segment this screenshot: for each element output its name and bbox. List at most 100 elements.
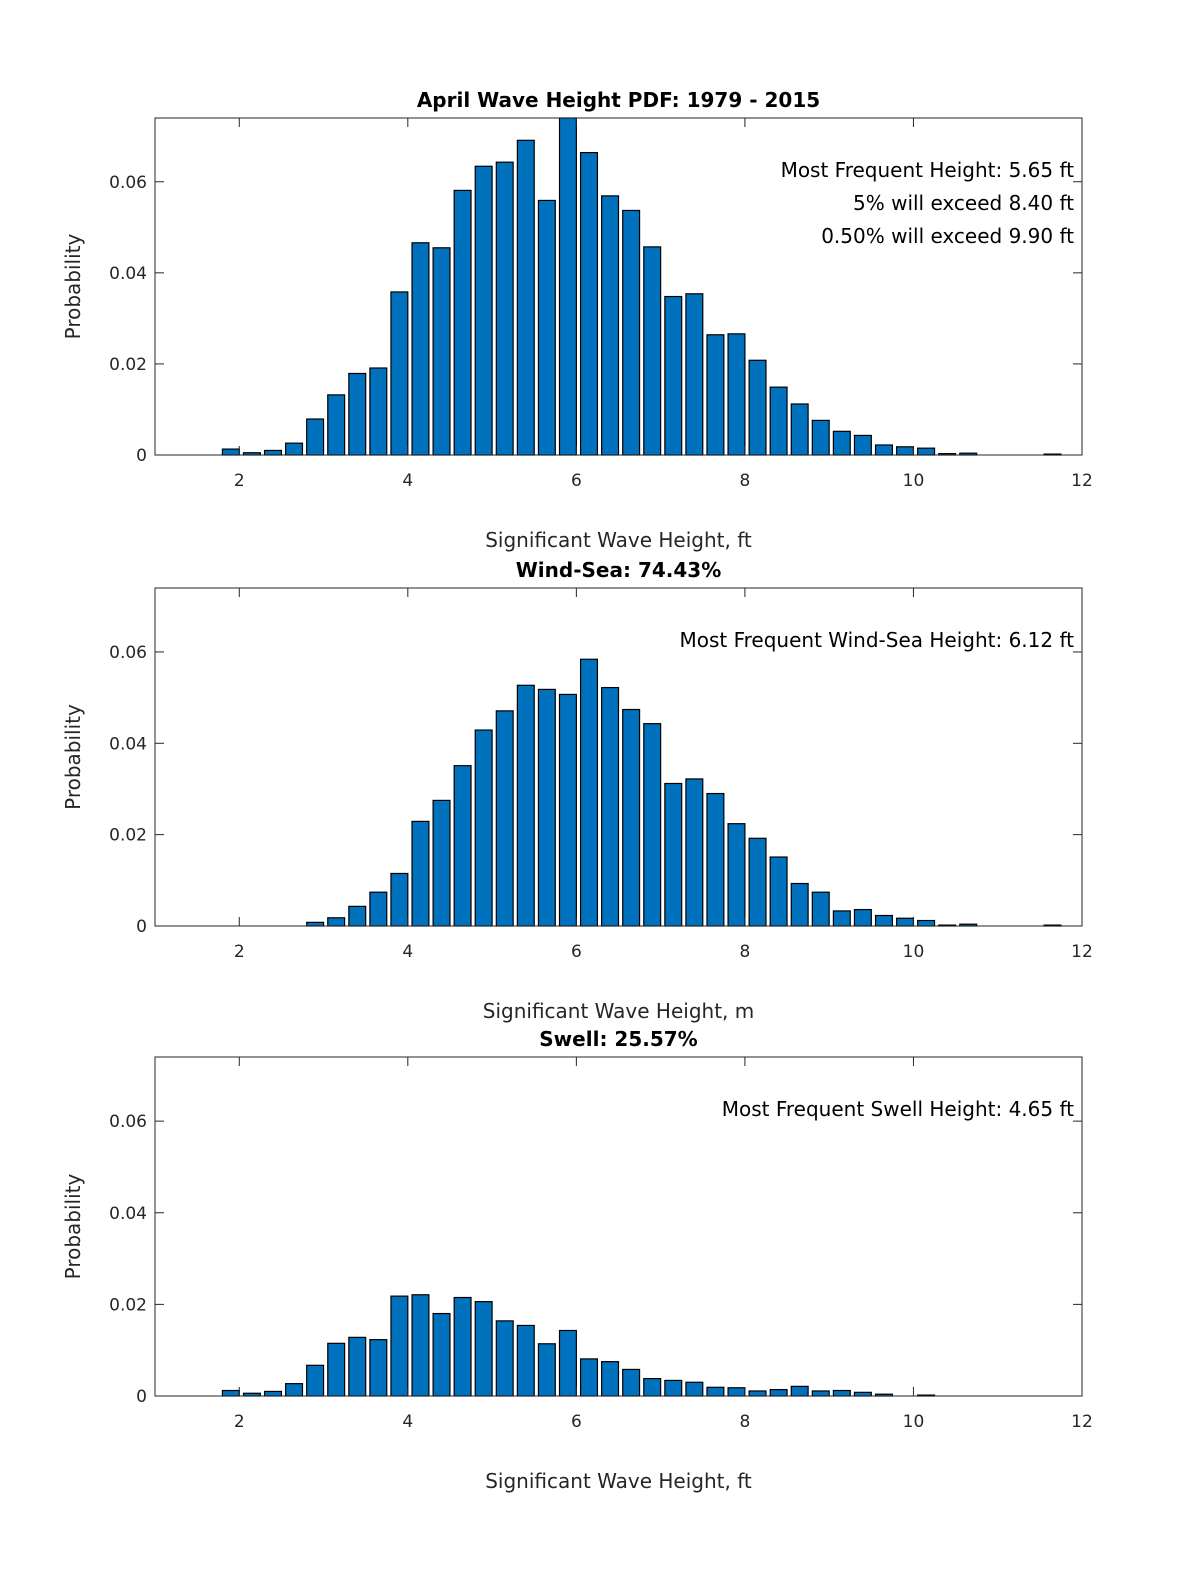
bar xyxy=(369,367,388,456)
bar xyxy=(579,658,599,927)
x-tick-label: 4 xyxy=(402,1412,413,1432)
y-tick-label: 0.06 xyxy=(109,643,147,663)
x-tick-label: 12 xyxy=(1071,1412,1093,1432)
bar xyxy=(432,1312,451,1397)
axes-box xyxy=(154,587,1083,927)
bar xyxy=(664,295,683,456)
bar xyxy=(622,1368,641,1397)
axes-box xyxy=(154,117,1083,456)
x-tick-label: 10 xyxy=(903,1412,925,1432)
x-tick-label: 12 xyxy=(1071,471,1093,491)
bar xyxy=(495,1320,514,1397)
chart-title: Wind-Sea: 74.43% xyxy=(516,558,722,582)
bar xyxy=(664,1379,683,1397)
bar xyxy=(537,688,556,927)
x-axis-label: Significant Wave Height, m xyxy=(483,999,754,1023)
bar xyxy=(832,910,851,927)
annotation: Most Frequent Height: 5.65 ft xyxy=(781,158,1075,182)
bar xyxy=(622,209,641,456)
x-tick-label: 10 xyxy=(903,471,925,491)
x-tick-label: 2 xyxy=(234,471,245,491)
bar xyxy=(453,765,472,927)
bar xyxy=(348,372,367,456)
x-tick-label: 2 xyxy=(234,942,245,962)
bar xyxy=(516,139,535,456)
bar xyxy=(348,905,367,927)
bar xyxy=(790,403,809,456)
bar xyxy=(811,1390,830,1397)
y-axis-label: Probability xyxy=(61,233,85,339)
bar xyxy=(285,1383,304,1397)
bar xyxy=(516,1324,535,1397)
chart-title: April Wave Height PDF: 1979 - 2015 xyxy=(417,88,820,112)
bar xyxy=(601,1361,620,1397)
bar xyxy=(369,1339,388,1397)
bar xyxy=(706,334,725,456)
bar xyxy=(685,293,704,456)
bar xyxy=(432,247,451,456)
bar xyxy=(895,446,915,456)
bar xyxy=(748,1390,767,1397)
bar xyxy=(411,242,430,456)
bar xyxy=(558,117,577,456)
bar xyxy=(390,291,409,456)
bar xyxy=(727,1387,746,1397)
x-tick-label: 8 xyxy=(739,1412,750,1432)
bar xyxy=(495,161,514,456)
x-tick-label: 2 xyxy=(234,1412,245,1432)
bar xyxy=(769,856,788,927)
y-tick-label: 0.06 xyxy=(109,1112,147,1132)
bar xyxy=(263,449,283,456)
bar xyxy=(285,442,304,456)
axes-box xyxy=(154,1056,1083,1397)
y-tick-label: 0.06 xyxy=(109,173,147,193)
bar xyxy=(327,1342,346,1397)
bar xyxy=(601,195,620,456)
bar xyxy=(643,246,662,456)
bar xyxy=(221,448,240,456)
bar xyxy=(558,1329,577,1397)
bar xyxy=(832,430,851,456)
bar xyxy=(622,708,641,927)
y-tick-label: 0 xyxy=(136,1387,147,1407)
bar xyxy=(790,882,809,927)
panel-1: April Wave Height PDF: 1979 - 2015 2 4 6 8 10… xyxy=(61,88,1093,552)
bar xyxy=(579,152,599,456)
bar xyxy=(453,189,472,456)
bar xyxy=(306,1364,325,1397)
x-tick-label: 12 xyxy=(1071,942,1093,962)
x-tick-label: 8 xyxy=(739,942,750,962)
x-tick-label: 4 xyxy=(402,942,413,962)
y-tick-label: 0.04 xyxy=(109,734,147,754)
bar xyxy=(537,199,556,456)
bar xyxy=(348,1336,367,1397)
bar xyxy=(790,1385,809,1397)
bar xyxy=(917,447,936,456)
x-axis-label: Significant Wave Height, ft xyxy=(485,528,752,552)
annotation: Most Frequent Swell Height: 4.65 ft xyxy=(722,1097,1074,1121)
bar xyxy=(306,921,325,927)
bar xyxy=(853,908,872,927)
y-tick-label: 0.04 xyxy=(109,264,147,284)
x-tick-label: 6 xyxy=(571,471,582,491)
bar xyxy=(516,684,535,927)
x-tick-label: 8 xyxy=(739,471,750,491)
bar xyxy=(748,837,767,927)
bar xyxy=(811,891,830,927)
bar xyxy=(643,1377,662,1397)
chart-title: Swell: 25.57% xyxy=(539,1027,697,1051)
y-tick-label: 0.02 xyxy=(109,826,147,846)
bar xyxy=(369,891,388,927)
bar xyxy=(832,1389,851,1397)
bar xyxy=(601,686,620,927)
bar xyxy=(769,1388,788,1397)
bar xyxy=(685,1381,704,1397)
annotation: 0.50% will exceed 9.90 ft xyxy=(821,224,1074,248)
panel-2: Wind-Sea: 74.43% 2 4 6 8 10 12 0 0.02 0.04 0.06 Sig… xyxy=(61,558,1093,1023)
y-tick-label: 0.04 xyxy=(109,1204,147,1224)
bar xyxy=(706,792,725,927)
bar xyxy=(432,799,451,927)
y-tick-label: 0 xyxy=(136,917,147,937)
bar xyxy=(327,394,346,456)
